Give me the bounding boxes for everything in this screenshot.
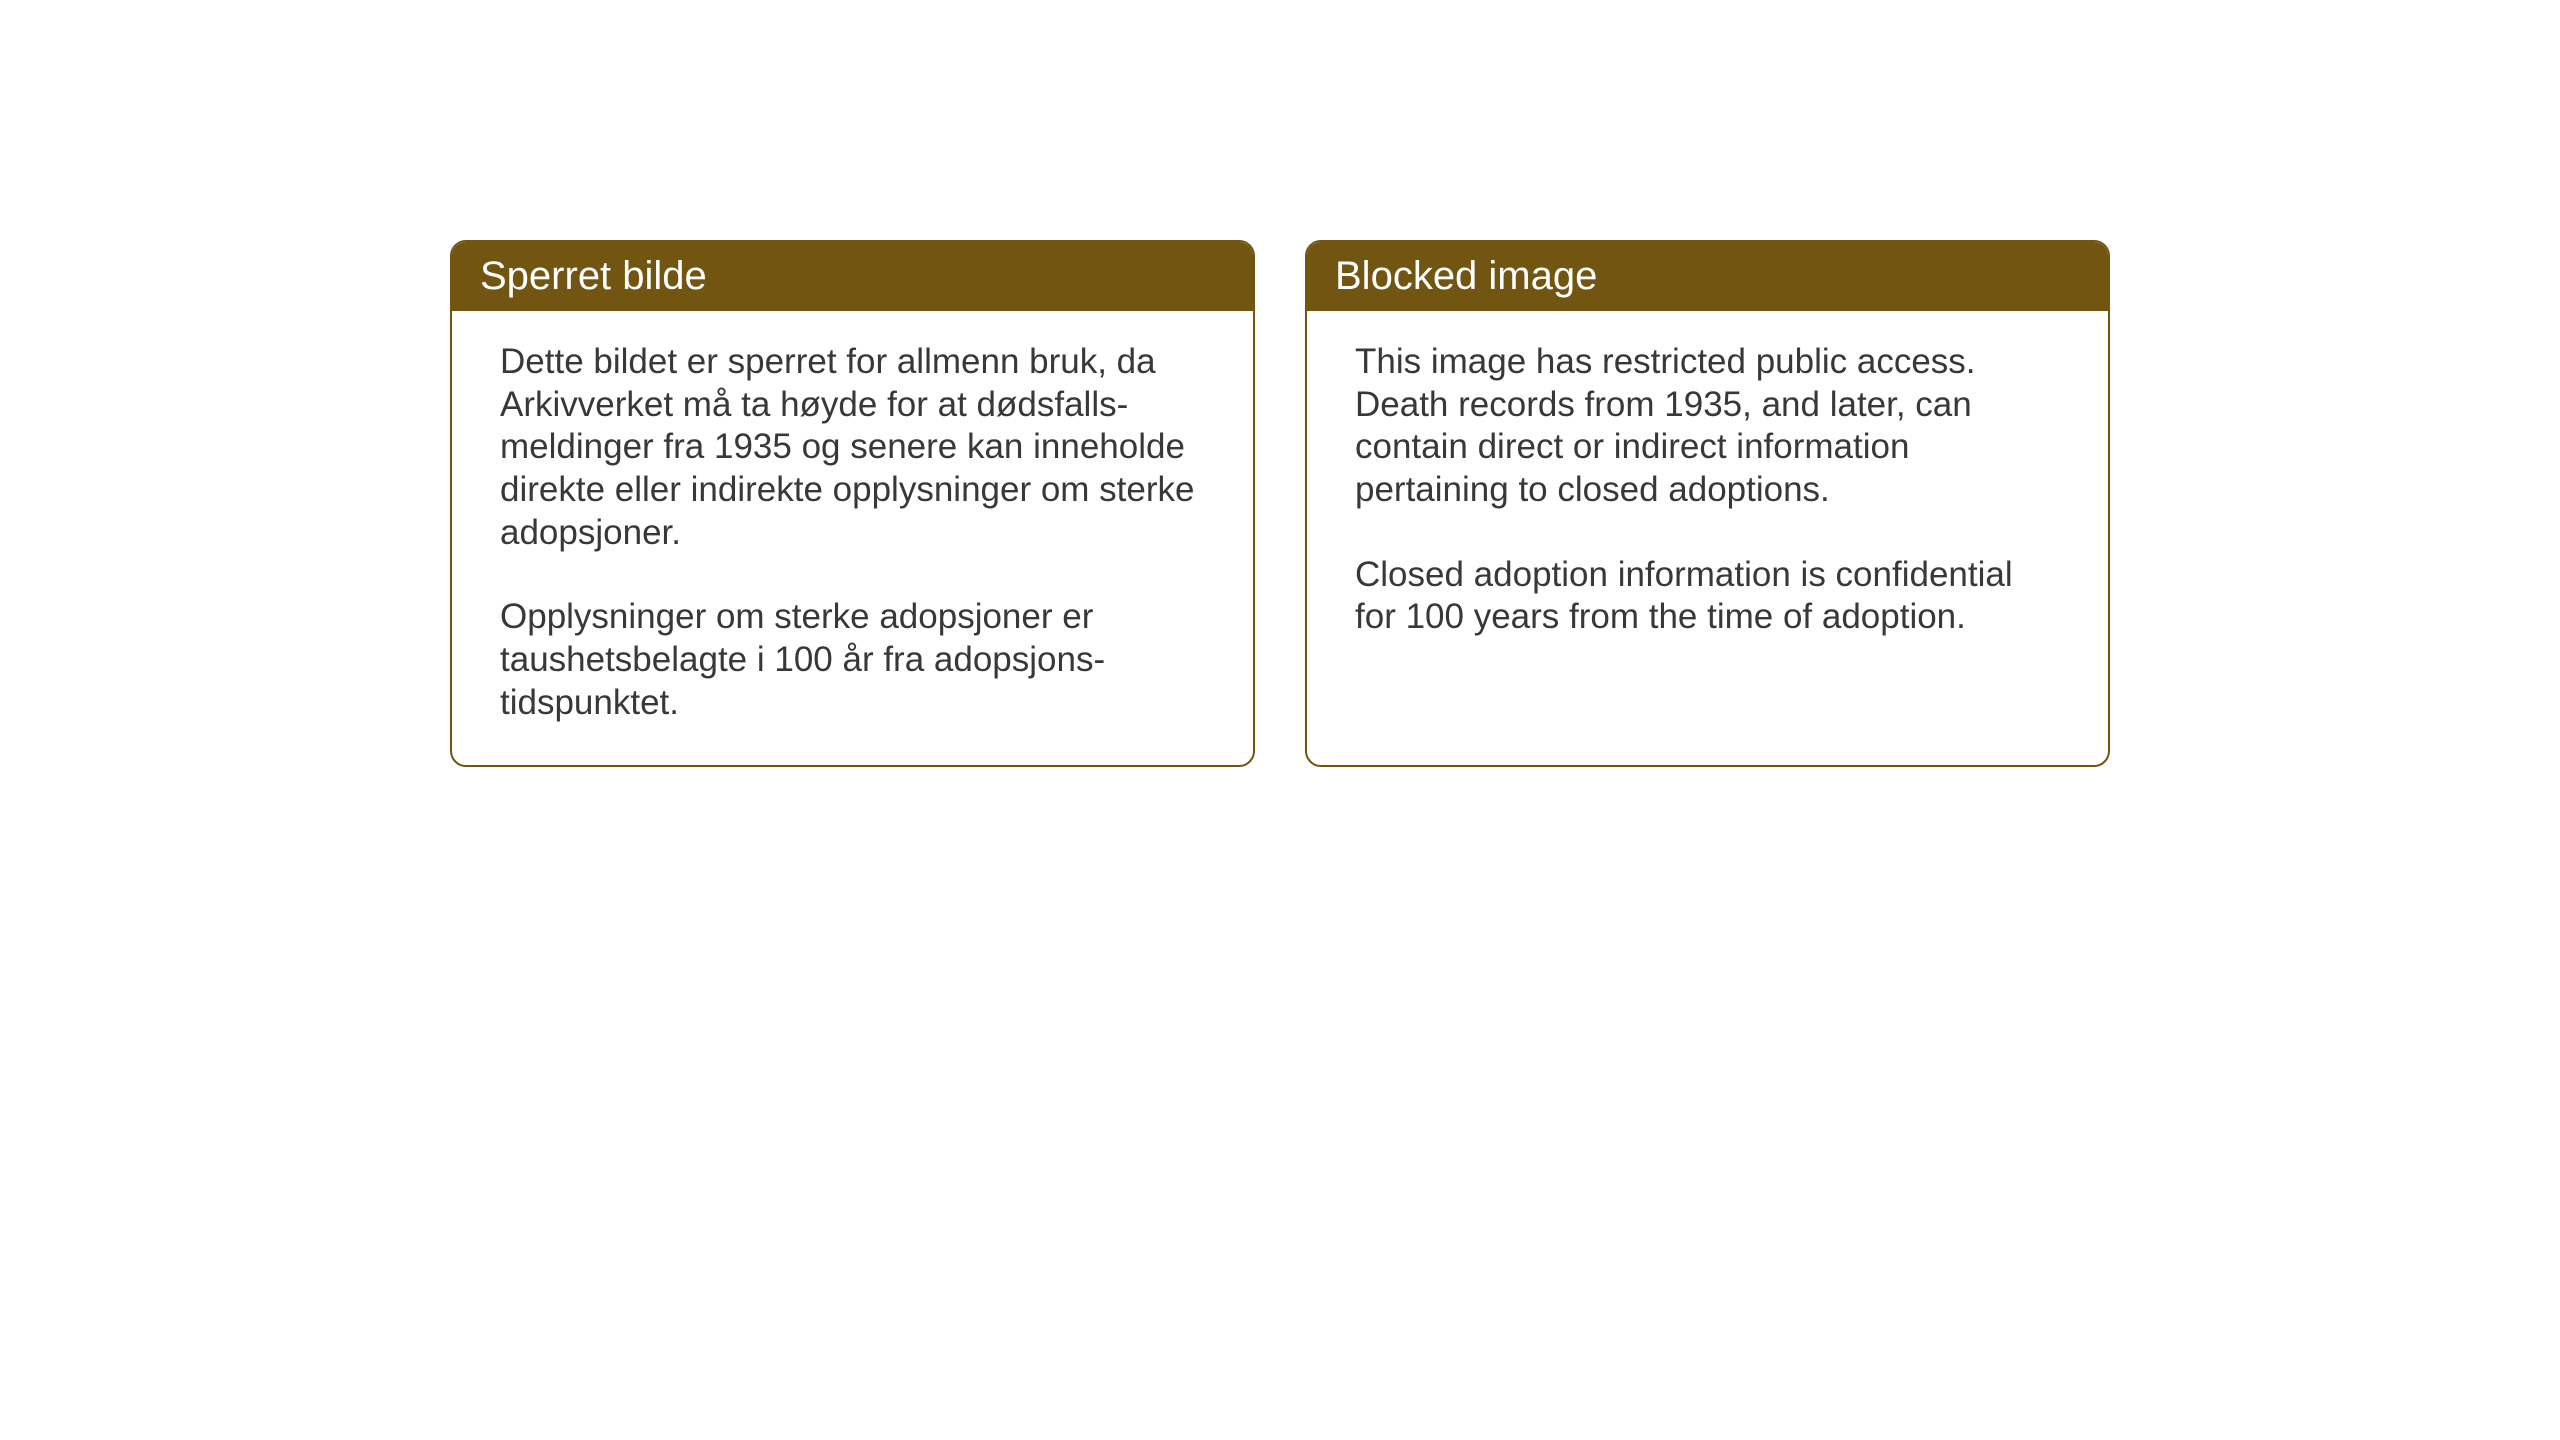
card-norwegian-paragraph-1: Dette bildet er sperret for allmenn bruk… [500, 341, 1205, 554]
card-english-header: Blocked image [1307, 242, 2108, 311]
card-english-body: This image has restricted public access.… [1307, 311, 2108, 679]
card-norwegian-header: Sperret bilde [452, 242, 1253, 311]
card-norwegian-paragraph-2: Opplysninger om sterke adopsjoner er tau… [500, 596, 1205, 724]
card-norwegian: Sperret bilde Dette bildet er sperret fo… [450, 240, 1255, 767]
card-norwegian-body: Dette bildet er sperret for allmenn bruk… [452, 311, 1253, 765]
card-english: Blocked image This image has restricted … [1305, 240, 2110, 767]
cards-container: Sperret bilde Dette bildet er sperret fo… [0, 0, 2560, 767]
card-english-paragraph-1: This image has restricted public access.… [1355, 341, 2060, 512]
card-english-paragraph-2: Closed adoption information is confident… [1355, 554, 2060, 639]
